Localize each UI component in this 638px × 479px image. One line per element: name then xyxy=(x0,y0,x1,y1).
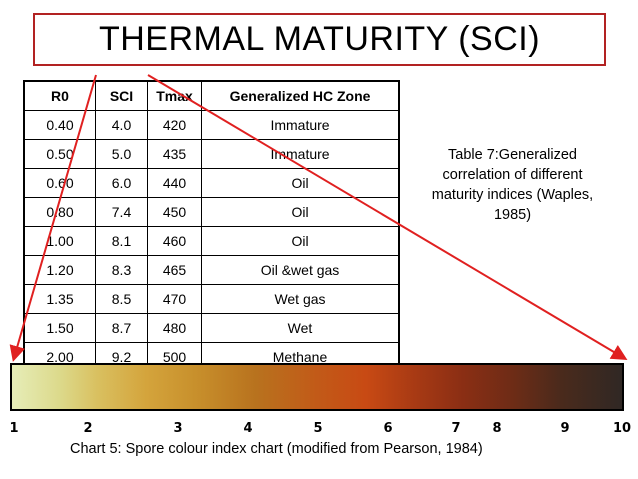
scale-number: 10 xyxy=(612,421,632,436)
cell-r0: 1.20 xyxy=(23,255,96,285)
cell-r0: 1.35 xyxy=(23,284,96,314)
table-row: 0.50 5.0 435 Immature xyxy=(23,139,400,169)
table-header-row: R0 SCI Tmax Generalized HC Zone xyxy=(23,80,400,111)
scale-number: 8 xyxy=(492,421,502,436)
cell-tmax: 450 xyxy=(147,197,202,227)
cell-r0: 0.60 xyxy=(23,168,96,198)
cell-hc-zone: Oil &wet gas xyxy=(201,255,400,285)
table-row: 0.80 7.4 450 Oil xyxy=(23,197,400,227)
table-row: 0.40 4.0 420 Immature xyxy=(23,110,400,140)
cell-tmax: 470 xyxy=(147,284,202,314)
scale-number: 1 xyxy=(9,421,19,436)
maturity-table: R0 SCI Tmax Generalized HC Zone 0.40 4.0… xyxy=(23,80,400,373)
cell-hc-zone: Immature xyxy=(201,139,400,169)
cell-sci: 8.1 xyxy=(95,226,148,256)
cell-tmax: 460 xyxy=(147,226,202,256)
cell-tmax: 440 xyxy=(147,168,202,198)
cell-sci: 7.4 xyxy=(95,197,148,227)
cell-sci: 4.0 xyxy=(95,110,148,140)
scale-number: 6 xyxy=(383,421,393,436)
spore-colour-scale xyxy=(10,363,624,411)
cell-sci: 8.7 xyxy=(95,313,148,343)
cell-hc-zone: Oil xyxy=(201,226,400,256)
column-header-r0: R0 xyxy=(23,80,96,111)
scale-number: 9 xyxy=(560,421,570,436)
cell-sci: 5.0 xyxy=(95,139,148,169)
scale-number: 5 xyxy=(313,421,323,436)
scale-number: 7 xyxy=(451,421,461,436)
cell-sci: 8.3 xyxy=(95,255,148,285)
table-row: 1.35 8.5 470 Wet gas xyxy=(23,284,400,314)
cell-r0: 1.50 xyxy=(23,313,96,343)
cell-r0: 0.80 xyxy=(23,197,96,227)
cell-tmax: 435 xyxy=(147,139,202,169)
scale-number: 4 xyxy=(243,421,253,436)
page-title: THERMAL MATURITY (SCI) xyxy=(33,13,606,66)
column-header-tmax: Tmax xyxy=(147,80,202,111)
table-caption: Table 7:Generalized correlation of diffe… xyxy=(431,147,594,223)
cell-tmax: 420 xyxy=(147,110,202,140)
cell-hc-zone: Oil xyxy=(201,168,400,198)
cell-sci: 8.5 xyxy=(95,284,148,314)
table-row: 1.20 8.3 465 Oil &wet gas xyxy=(23,255,400,285)
table-row: 1.50 8.7 480 Wet xyxy=(23,313,400,343)
column-header-hc-zone: Generalized HC Zone xyxy=(201,80,400,111)
table-row: 0.60 6.0 440 Oil xyxy=(23,168,400,198)
cell-hc-zone: Wet xyxy=(201,313,400,343)
cell-hc-zone: Wet gas xyxy=(201,284,400,314)
cell-r0: 1.00 xyxy=(23,226,96,256)
cell-r0: 0.40 xyxy=(23,110,96,140)
scale-number: 3 xyxy=(173,421,183,436)
cell-sci: 6.0 xyxy=(95,168,148,198)
cell-hc-zone: Oil xyxy=(201,197,400,227)
column-header-sci: SCI xyxy=(95,80,148,111)
cell-hc-zone: Immature xyxy=(201,110,400,140)
chart-caption: Chart 5: Spore colour index chart (modif… xyxy=(70,441,483,457)
cell-tmax: 480 xyxy=(147,313,202,343)
scale-number: 2 xyxy=(83,421,93,436)
cell-r0: 0.50 xyxy=(23,139,96,169)
cell-tmax: 465 xyxy=(147,255,202,285)
table-row: 1.00 8.1 460 Oil xyxy=(23,226,400,256)
